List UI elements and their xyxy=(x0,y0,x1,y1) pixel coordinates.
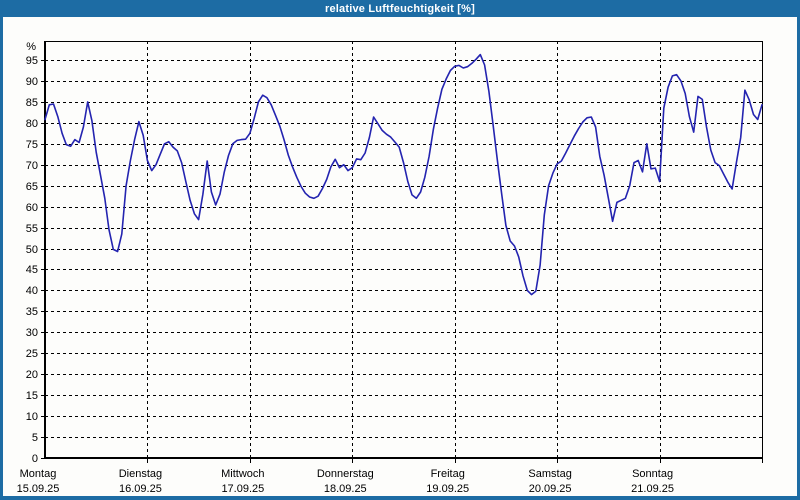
window-title: relative Luftfeuchtigkeit [%] xyxy=(324,2,476,15)
chart-panel xyxy=(3,17,797,496)
title-bar: relative Luftfeuchtigkeit [%] xyxy=(0,0,800,17)
